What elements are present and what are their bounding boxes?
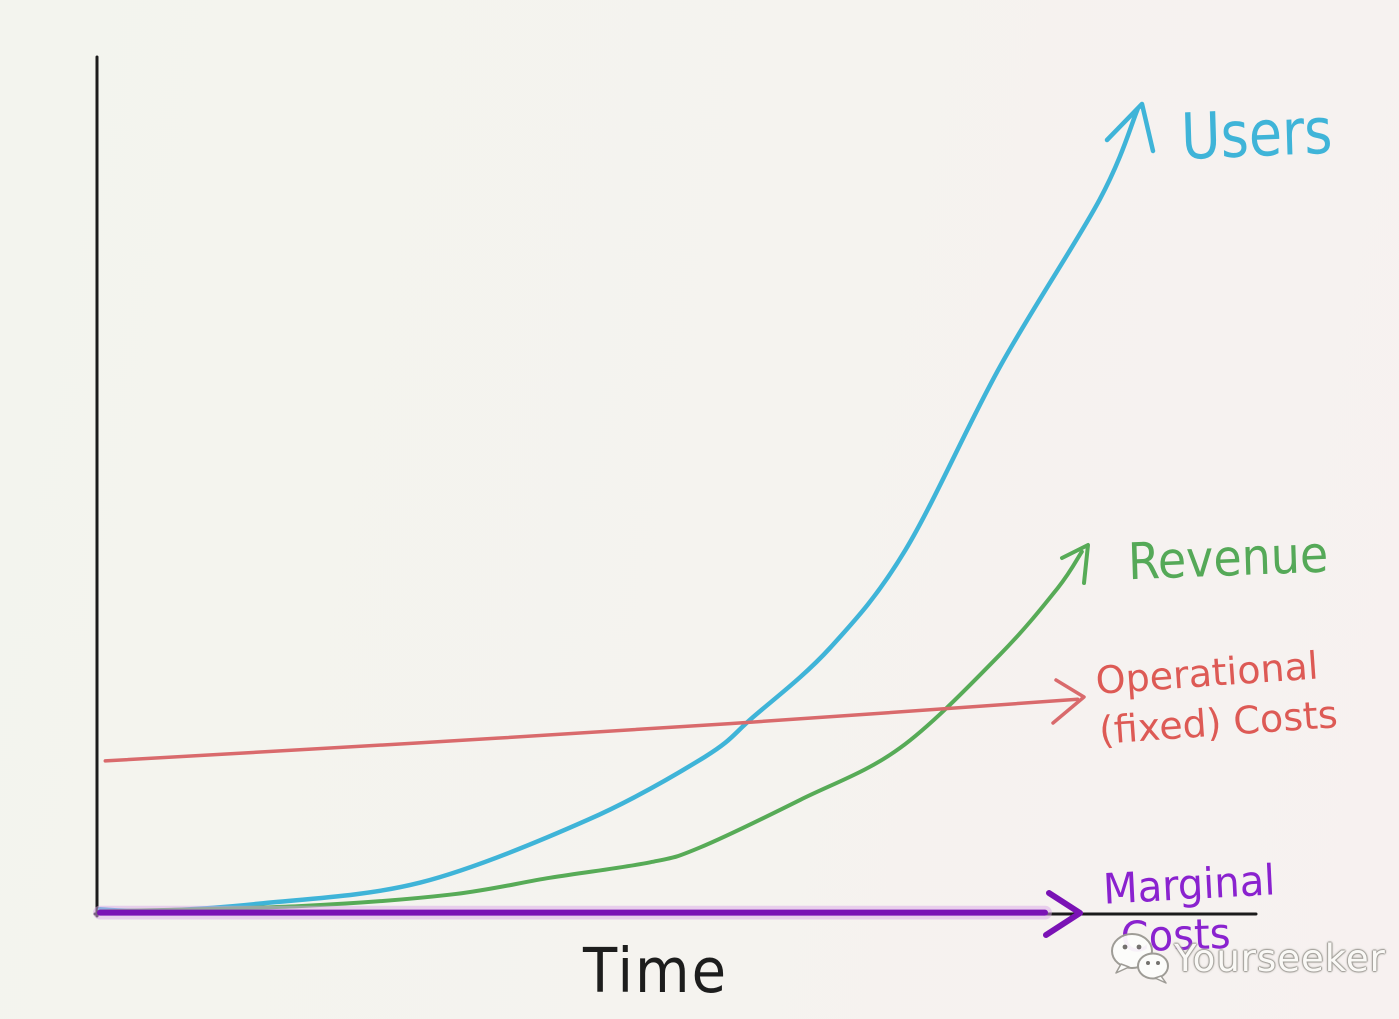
revenue-series-label: Revenue [1127, 524, 1330, 592]
revenue-arrowhead-icon [1060, 543, 1090, 585]
marginal-costs-label-line1: Marginal [1102, 856, 1277, 915]
operational-costs-arrowhead-icon [1051, 678, 1086, 725]
x-axis-title: Time [583, 936, 729, 1008]
users-arrowhead-icon [1104, 101, 1156, 154]
operational-fixed-costs-curve [103, 697, 1080, 763]
watermark: Yourseeker [1108, 930, 1386, 986]
wechat-chat-bubbles-icon [1111, 933, 1169, 984]
users-curve [97, 107, 1140, 914]
operational-costs-series-label: Operational (fixed) Costs [1094, 639, 1339, 755]
users-series-label: Users [1180, 93, 1334, 175]
marginal-costs-arrowhead-icon [1043, 890, 1083, 938]
revenue-curve [98, 549, 1084, 914]
watermark-text: Yourseeker [1174, 936, 1386, 980]
series-layer [93, 107, 1140, 920]
